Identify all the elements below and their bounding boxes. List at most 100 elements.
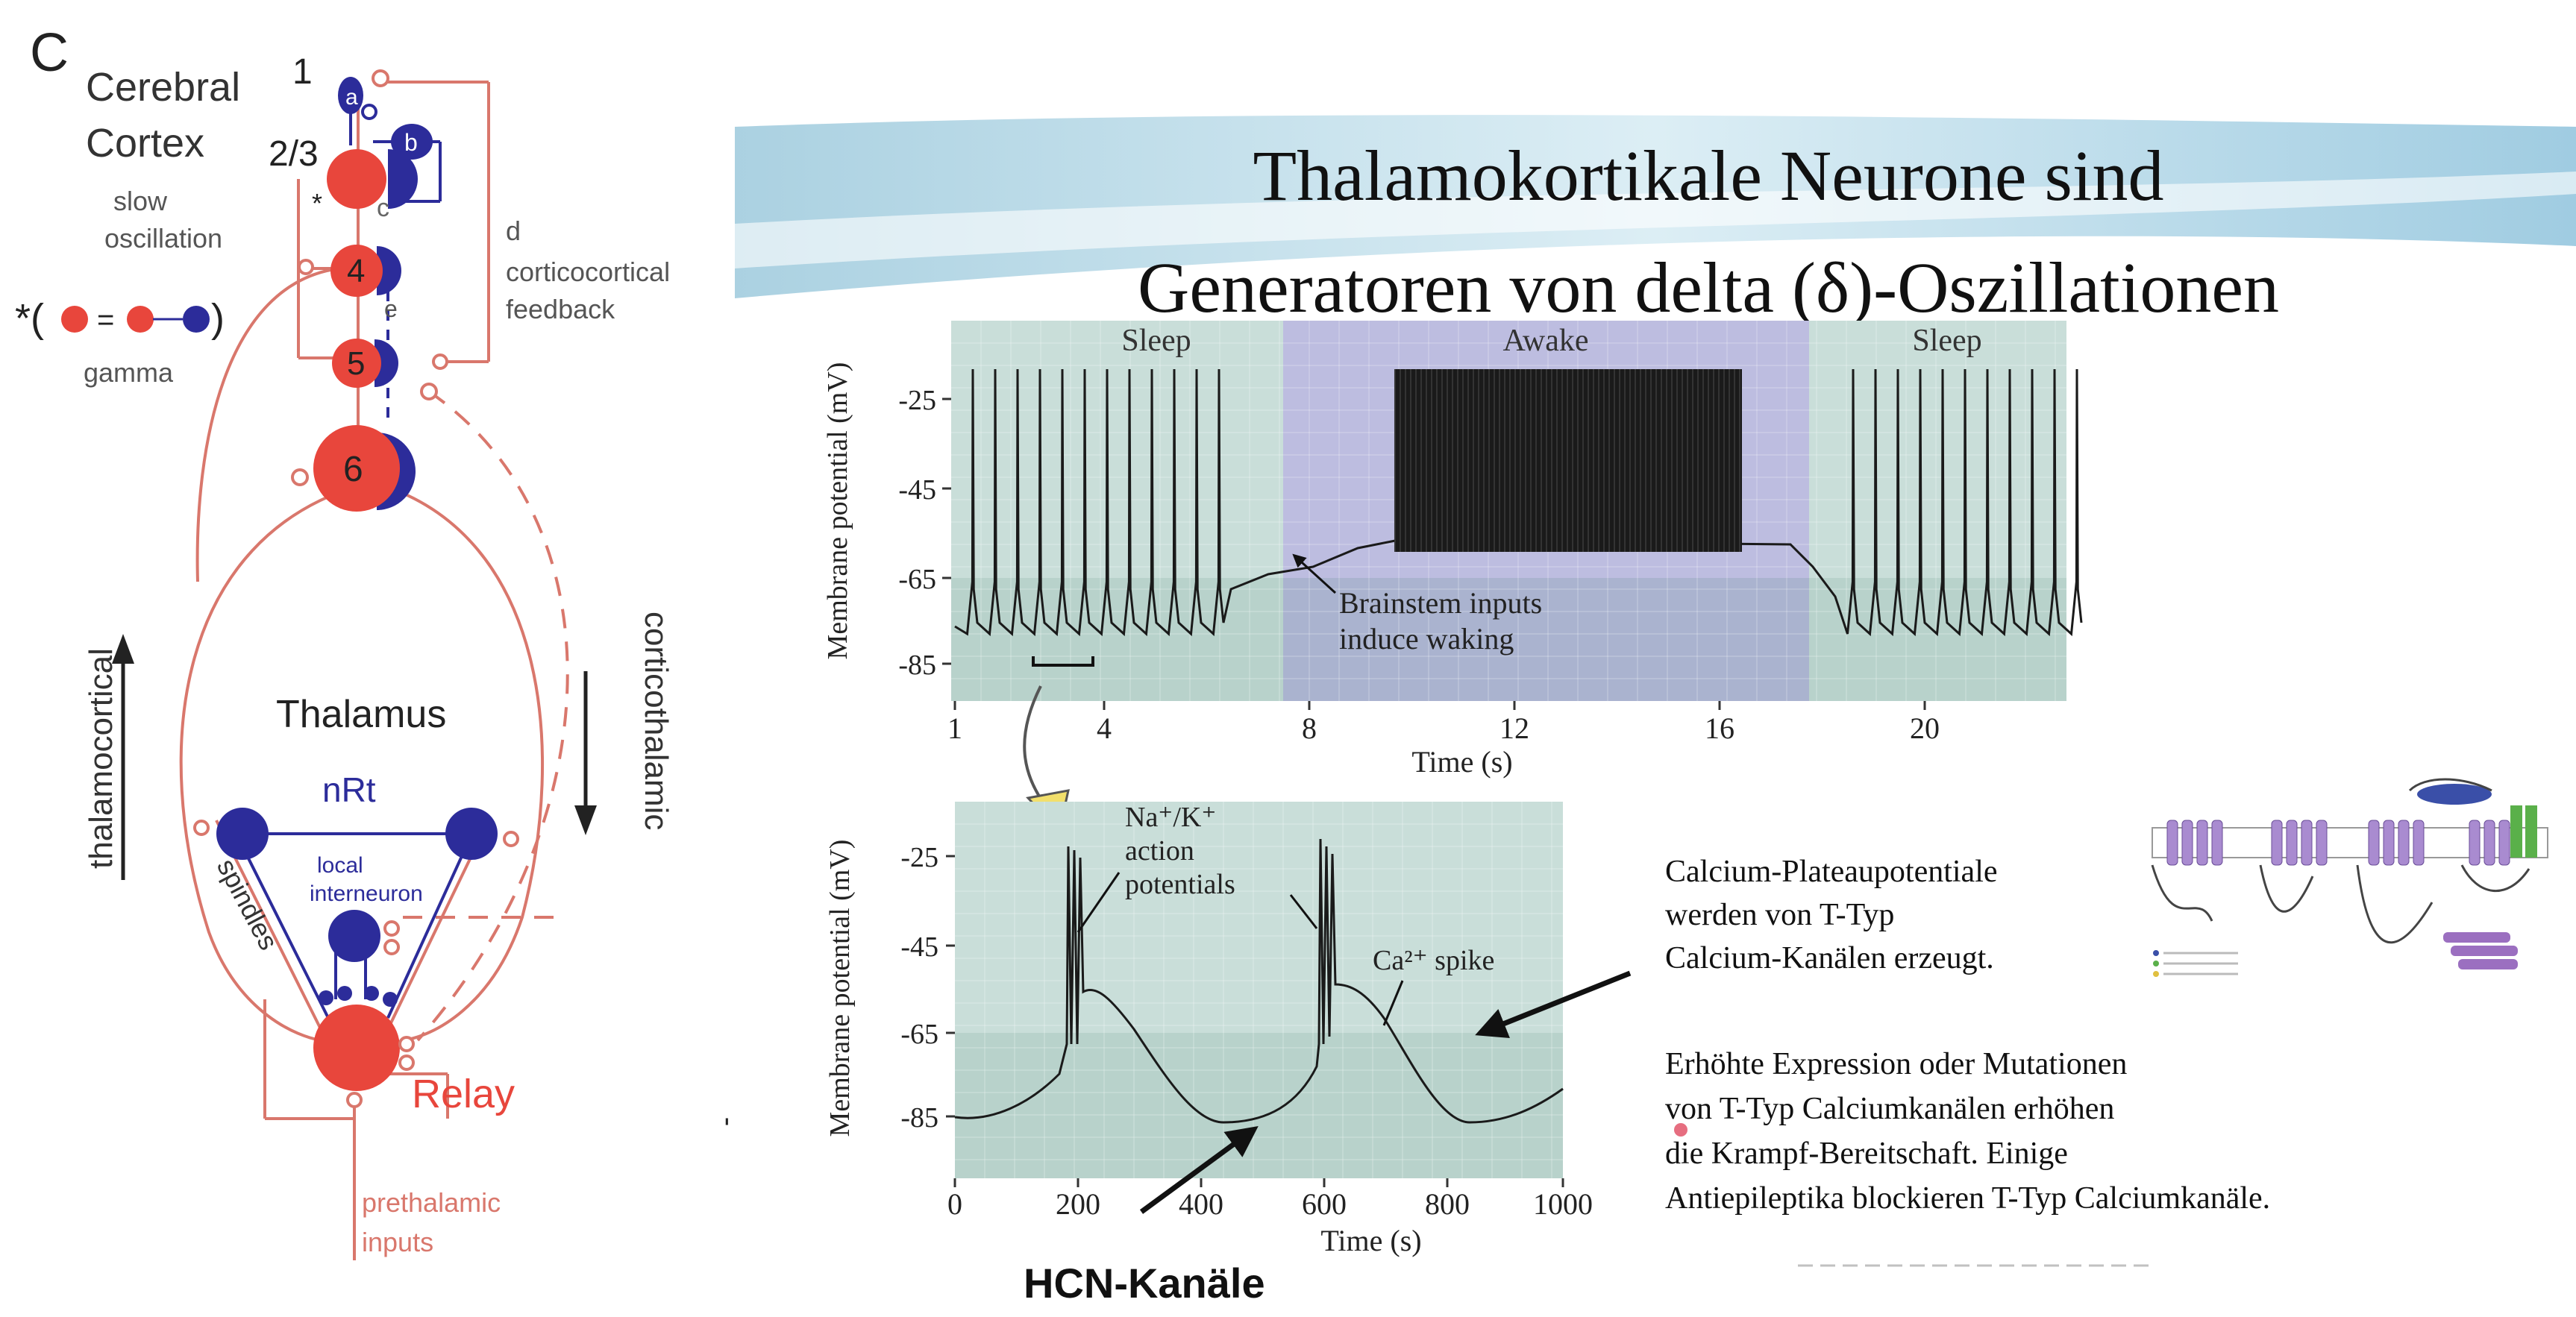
panel-letter: C (30, 23, 69, 83)
bottom-plot-y-tick-label: -85 (900, 1102, 938, 1134)
t-type-channel-structure-figure (2151, 778, 2548, 977)
nrt-cell-right (445, 808, 498, 860)
transmembrane-helix (2368, 820, 2380, 866)
top-plot-ylabel: Membrane potential (mV) (822, 362, 853, 660)
ap-pointer-right (1289, 894, 1318, 929)
thalamocortical-label: thalamocortical (83, 648, 119, 869)
transmembrane-helix (2483, 820, 2495, 866)
cell-a (338, 77, 363, 114)
top-plot-y-tick-label: -65 (898, 564, 936, 595)
cursor-dot (1674, 1123, 1687, 1137)
calcium-arrow (1475, 970, 1632, 1039)
slide-title-line2: Generatoren von delta (δ)-Oszillationen (1138, 248, 2279, 327)
brainstem-annotation-line1: Brainstem inputs (1339, 586, 1542, 620)
awake-label: Awake (1502, 324, 1588, 358)
transmembrane-helix (2181, 820, 2193, 866)
ap-label-line3: potentials (1125, 869, 1235, 900)
ap-label-line1: Na⁺/K⁺ (1125, 802, 1216, 833)
transmembrane-helix (2286, 820, 2298, 866)
top-plot-x-tick-label: 1 (947, 711, 962, 745)
gamma-eq-equals: = (97, 304, 114, 336)
label-e: e (384, 295, 398, 322)
bottom-plot-x-ticks: 0 200 400 600 800 1000 (947, 1178, 1593, 1221)
ap-pointer-left (1077, 872, 1121, 933)
nrt-label: nRt (322, 770, 376, 809)
top-plot-x-ticks: 1 4 8 12 16 20 (947, 701, 1940, 745)
mutation-text-line3: die Krampf-Bereitschaft. Einige (1665, 1137, 2068, 1171)
brainstem-pointer (1292, 553, 1337, 594)
cortex-label-line1: Cerebral (86, 65, 240, 110)
top-plot-trace (954, 368, 2083, 637)
transmembrane-helix (2398, 820, 2410, 866)
thalamus-label: Thalamus (276, 693, 446, 736)
calcium-text-line1: Calcium-Plateaupotentiale (1665, 855, 1998, 889)
local-interneuron-line1: local (317, 853, 363, 878)
transmembrane-helix (2271, 820, 2283, 866)
mutation-text-line1: Erhöhte Expression oder Mutationen (1665, 1047, 2127, 1081)
sleep-right-label: Sleep (1912, 324, 1981, 358)
synapse (361, 104, 377, 120)
bottom-plot-x-tick-label: 200 (1056, 1187, 1100, 1221)
corticothalamic-dashed-pathway (416, 390, 569, 1042)
top-plot-xlabel: Time (s) (1411, 745, 1512, 779)
nrt-cell-left (216, 808, 269, 860)
hyperpolarized-band (951, 578, 2066, 701)
slide-title-line1: Thalamokortikale Neurone sind (1253, 136, 2164, 216)
gamma-equation: *( = ) gamma (15, 296, 225, 388)
relay-cell (313, 1005, 400, 1091)
cortex-label-line2: Cortex (86, 121, 204, 166)
cortical-pyramidal-cells: * c 4 e 5 6 (291, 149, 448, 512)
bottom-plot-x-tick-label: 600 (1302, 1187, 1347, 1221)
cc-feedback-line2: feedback (506, 294, 615, 324)
layer-5-label: 5 (347, 345, 365, 382)
bottom-plot-y-tick-label: -25 (900, 842, 938, 873)
transmembrane-helix (2166, 820, 2178, 866)
prethalamic-line2: inputs (362, 1227, 433, 1257)
bottom-plot-x-tick-label: 0 (947, 1187, 962, 1221)
top-plot-x-tick-label: 16 (1705, 711, 1734, 745)
bottom-plot-x-tick-label: 800 (1425, 1187, 1470, 1221)
top-plot-y-tick-label: -85 (898, 650, 936, 681)
slow-oscillation-line1: slow (113, 186, 168, 216)
bottom-hyperpolarized-band (955, 1033, 1563, 1178)
cell-b (391, 124, 433, 160)
bottom-plot-gridlines (955, 802, 1563, 1178)
layer-1-label: 1 (292, 52, 313, 92)
transmembrane-helix (2498, 820, 2510, 866)
cc-feedback-line1: corticocortical (506, 257, 670, 287)
cell-b-label: b (404, 129, 418, 156)
awake-spike-burst (1394, 369, 1742, 552)
bottom-plot-y-tick-label: -65 (900, 1019, 938, 1050)
bottom-plot-y-tick-label: -45 (900, 931, 938, 963)
corticothalamic-label: corticothalamic (638, 612, 674, 830)
top-plot-x-tick-label: 12 (1499, 711, 1529, 745)
spindles-label: spindles (211, 854, 284, 955)
prethalamic-line1: prethalamic (362, 1187, 501, 1218)
bottom-plot-trace (954, 838, 1564, 1124)
bottom-plot-xlabel: Time (s) (1320, 1224, 1421, 1257)
bottom-plot-ylabel: Membrane potential (mV) (824, 840, 856, 1137)
bottom-plot-y-ticks: -25 -45 -65 -85 (900, 842, 955, 1134)
synapse (372, 69, 389, 87)
top-plot-x-tick-label: 8 (1302, 711, 1317, 745)
transmembrane-helix (2211, 820, 2223, 866)
relay-label: Relay (412, 1072, 515, 1116)
label-d: d (506, 216, 521, 246)
local-interneuron-cell (328, 910, 380, 962)
cell-a-label: a (345, 85, 358, 110)
top-plot-x-tick-label: 4 (1097, 711, 1112, 745)
thalamic-cells (193, 808, 519, 1108)
top-plot: Sleep Awake Sleep Brainstem inputs induc… (822, 321, 2083, 779)
transmembrane-helix (2469, 820, 2481, 866)
transmembrane-helix (2413, 820, 2425, 866)
bottom-plot: -25 -45 -65 -85 0 200 400 600 800 1000 Na⁺/K⁺ ac… (824, 802, 1593, 1257)
transmembrane-helix (2316, 820, 2328, 866)
transmembrane-helix (2301, 820, 2313, 866)
bottom-plot-x-tick-label: 400 (1179, 1187, 1223, 1221)
lecture-slide: Thalamokortikale Neurone sind Generatore… (720, 115, 2576, 1307)
transmembrane-helix (2383, 820, 2395, 866)
top-plot-y-tick-label: -45 (898, 474, 936, 506)
expanded-segment-bracket (1032, 656, 1094, 667)
hcn-arrow (1139, 1126, 1259, 1214)
